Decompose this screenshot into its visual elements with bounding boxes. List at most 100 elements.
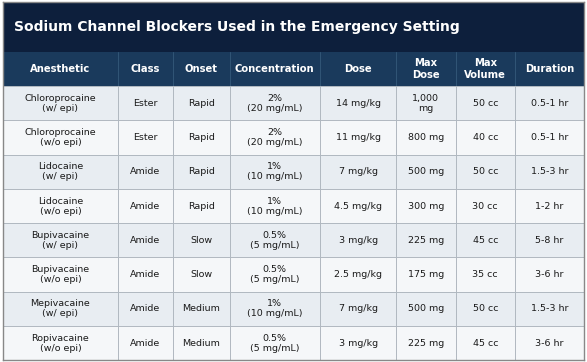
Bar <box>230 121 320 155</box>
Bar <box>456 292 515 326</box>
Text: 3 mg/kg: 3 mg/kg <box>339 338 377 348</box>
Text: 50 cc: 50 cc <box>473 304 498 313</box>
Text: 3 mg/kg: 3 mg/kg <box>339 236 377 245</box>
Text: Rapid: Rapid <box>188 202 215 211</box>
Bar <box>230 86 320 121</box>
Bar <box>230 189 320 223</box>
Text: 225 mg: 225 mg <box>408 236 444 245</box>
Bar <box>396 257 456 292</box>
Bar <box>396 155 456 189</box>
Text: Mepivacaine
(w/ epi): Mepivacaine (w/ epi) <box>31 299 90 318</box>
Text: 7 mg/kg: 7 mg/kg <box>339 304 377 313</box>
Bar <box>118 52 173 86</box>
Text: 14 mg/kg: 14 mg/kg <box>336 99 380 108</box>
Text: 800 mg: 800 mg <box>408 133 444 142</box>
Bar <box>515 86 584 121</box>
Text: Lidocaine
(w/o epi): Lidocaine (w/o epi) <box>38 197 83 215</box>
Text: 225 mg: 225 mg <box>408 338 444 348</box>
Bar <box>515 121 584 155</box>
Text: 2%
(20 mg/mL): 2% (20 mg/mL) <box>247 94 302 113</box>
Bar <box>118 189 173 223</box>
Text: Chloroprocaine
(w/o epi): Chloroprocaine (w/o epi) <box>25 128 96 147</box>
Bar <box>118 223 173 257</box>
Text: Medium: Medium <box>182 338 220 348</box>
Bar <box>320 86 396 121</box>
Text: Max
Dose: Max Dose <box>412 58 440 80</box>
Bar <box>396 86 456 121</box>
Bar <box>320 326 396 360</box>
Bar <box>230 292 320 326</box>
Bar <box>173 52 230 86</box>
Bar <box>456 189 515 223</box>
Bar <box>456 155 515 189</box>
Bar <box>173 189 230 223</box>
Bar <box>320 155 396 189</box>
Bar <box>456 326 515 360</box>
Bar <box>515 257 584 292</box>
Text: Max
Volume: Max Volume <box>464 58 506 80</box>
Bar <box>173 223 230 257</box>
Text: Amide: Amide <box>130 167 160 176</box>
Text: Chloroprocaine
(w/ epi): Chloroprocaine (w/ epi) <box>25 94 96 113</box>
Bar <box>320 52 396 86</box>
Bar <box>320 189 396 223</box>
Text: Rapid: Rapid <box>188 167 215 176</box>
Bar <box>118 155 173 189</box>
Bar <box>396 189 456 223</box>
Text: 0.5%
(5 mg/mL): 0.5% (5 mg/mL) <box>250 333 299 353</box>
Bar <box>396 52 456 86</box>
Text: 1%
(10 mg/mL): 1% (10 mg/mL) <box>247 162 302 181</box>
Bar <box>456 121 515 155</box>
Text: 40 cc: 40 cc <box>473 133 498 142</box>
Text: 7 mg/kg: 7 mg/kg <box>339 167 377 176</box>
Text: 0.5%
(5 mg/mL): 0.5% (5 mg/mL) <box>250 231 299 250</box>
Bar <box>320 292 396 326</box>
Text: 5-8 hr: 5-8 hr <box>535 236 564 245</box>
Bar <box>230 52 320 86</box>
Bar <box>456 257 515 292</box>
Text: 1.5-3 hr: 1.5-3 hr <box>531 304 568 313</box>
Bar <box>3 189 118 223</box>
Bar <box>173 155 230 189</box>
Bar <box>320 257 396 292</box>
Bar <box>118 326 173 360</box>
Bar <box>3 292 118 326</box>
Text: Ester: Ester <box>133 133 157 142</box>
Text: 500 mg: 500 mg <box>408 167 444 176</box>
Text: Dose: Dose <box>344 64 372 74</box>
Bar <box>456 86 515 121</box>
Text: Ester: Ester <box>133 99 157 108</box>
Text: 0.5%
(5 mg/mL): 0.5% (5 mg/mL) <box>250 265 299 284</box>
Bar <box>230 326 320 360</box>
Text: 3-6 hr: 3-6 hr <box>535 338 564 348</box>
Text: 1,000
mg: 1,000 mg <box>413 94 439 113</box>
Bar <box>3 257 118 292</box>
Text: 1%
(10 mg/mL): 1% (10 mg/mL) <box>247 197 302 215</box>
Text: 175 mg: 175 mg <box>408 270 444 279</box>
Bar <box>396 223 456 257</box>
Bar <box>320 121 396 155</box>
Bar <box>230 223 320 257</box>
Bar <box>173 86 230 121</box>
Bar <box>3 86 118 121</box>
Text: 0.5-1 hr: 0.5-1 hr <box>531 99 568 108</box>
Text: Amide: Amide <box>130 236 160 245</box>
Text: 0.5-1 hr: 0.5-1 hr <box>531 133 568 142</box>
Bar <box>173 257 230 292</box>
Text: Amide: Amide <box>130 202 160 211</box>
Bar <box>515 52 584 86</box>
Text: 300 mg: 300 mg <box>408 202 444 211</box>
Text: 1%
(10 mg/mL): 1% (10 mg/mL) <box>247 299 302 318</box>
Bar <box>173 326 230 360</box>
Bar <box>456 223 515 257</box>
Text: 50 cc: 50 cc <box>473 99 498 108</box>
Text: Concentration: Concentration <box>235 64 315 74</box>
Text: Medium: Medium <box>182 304 220 313</box>
Text: 1-2 hr: 1-2 hr <box>535 202 564 211</box>
Bar <box>515 326 584 360</box>
Bar <box>118 257 173 292</box>
Bar <box>3 326 118 360</box>
Bar <box>3 155 118 189</box>
Text: 3-6 hr: 3-6 hr <box>535 270 564 279</box>
Bar <box>3 2 584 52</box>
